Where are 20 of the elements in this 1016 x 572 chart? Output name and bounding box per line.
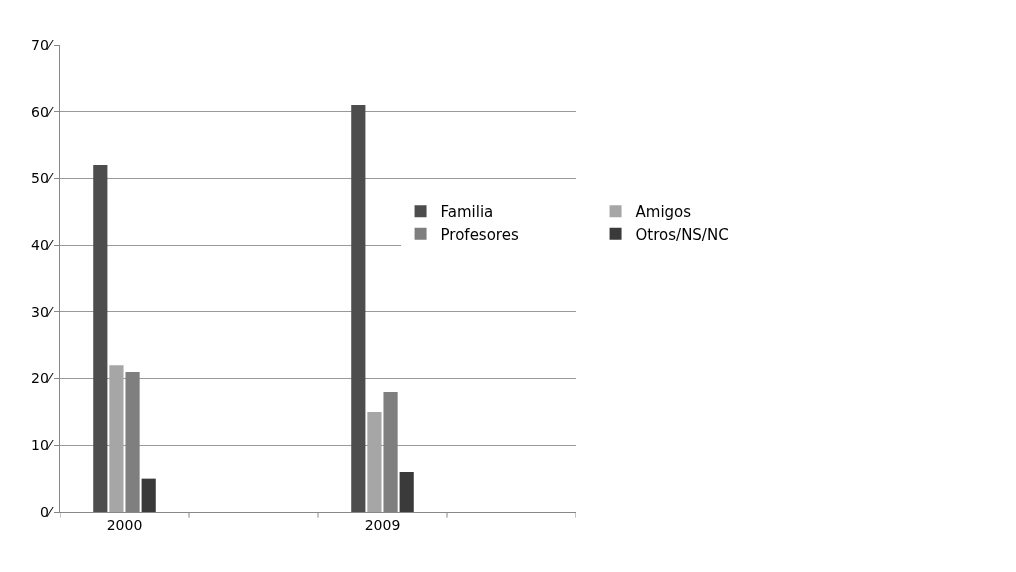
legend-label: Amigos (635, 203, 692, 222)
x-tick-label: 2000 (106, 516, 143, 533)
bar (141, 478, 156, 512)
bar (351, 105, 366, 512)
legend-label: Otros/NS/NC (635, 225, 729, 244)
y-tick-label: 30⁄ (31, 303, 54, 320)
y-tick-label: 70⁄ (31, 36, 54, 53)
x-tick-label: 2009 (364, 516, 401, 533)
y-tick-label: 10⁄ (31, 437, 54, 454)
legend-label: Profesores (440, 225, 519, 244)
legend-label: Familia (440, 203, 494, 222)
bar (109, 365, 124, 512)
y-tick-label: 0⁄ (39, 503, 54, 520)
y-tick-label: 40⁄ (31, 237, 54, 254)
y-tick-label: 50⁄ (31, 170, 54, 187)
y-tick-label: 20⁄ (31, 370, 54, 387)
bar (399, 471, 414, 512)
bar (93, 165, 108, 512)
y-tick-label: 60⁄ (31, 103, 54, 120)
bar (367, 411, 382, 512)
